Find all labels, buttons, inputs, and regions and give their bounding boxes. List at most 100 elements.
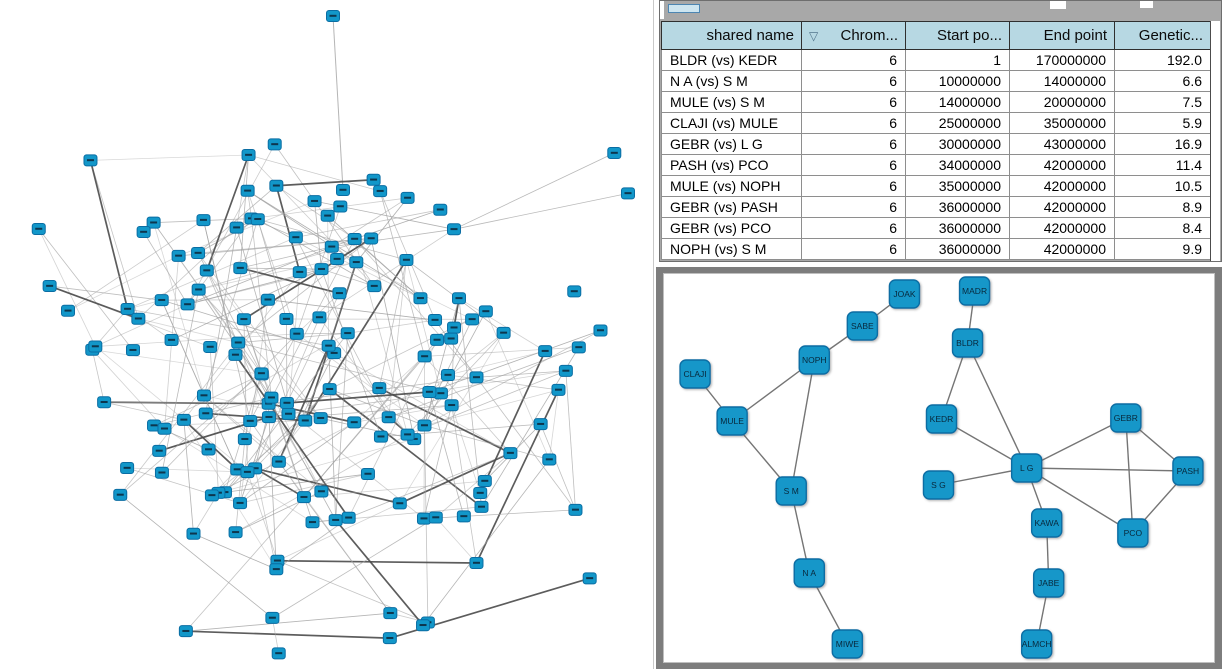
hairball-node[interactable] <box>324 240 339 253</box>
hairball-node[interactable] <box>473 487 488 500</box>
hairball-node[interactable] <box>279 313 294 326</box>
hairball-node[interactable] <box>241 149 256 162</box>
hairball-node[interactable] <box>196 214 211 227</box>
hairball-node[interactable] <box>607 147 622 160</box>
hairball-node[interactable] <box>199 264 214 277</box>
hairball-node[interactable] <box>191 283 206 296</box>
network-node-S M[interactable]: S M <box>775 476 807 506</box>
table-row[interactable]: PASH (vs) PCO 6 34000000 42000000 11.4 <box>661 154 1211 176</box>
hairball-node[interactable] <box>373 430 388 443</box>
hairball-node[interactable] <box>320 209 335 222</box>
network-node-S G[interactable]: S G <box>922 470 955 500</box>
hairball-node[interactable] <box>314 485 329 498</box>
network-edge-BLDR-L G[interactable] <box>966 342 1028 469</box>
network-edge-L G-GEBR[interactable] <box>1026 417 1127 469</box>
hairball-node[interactable] <box>203 340 218 353</box>
hairball-node[interactable] <box>288 231 303 244</box>
hairball-node[interactable] <box>281 407 296 420</box>
hairball-node[interactable] <box>243 415 258 428</box>
hairball-node[interactable] <box>269 179 284 192</box>
hairball-node[interactable] <box>264 391 279 404</box>
hairball-node[interactable] <box>340 327 355 340</box>
hairball-node[interactable] <box>373 185 388 198</box>
hairball-node[interactable] <box>250 213 265 226</box>
column-header-sharedname[interactable]: shared name <box>661 21 802 50</box>
hairball-node[interactable] <box>228 526 243 539</box>
hairball-node[interactable] <box>416 619 431 632</box>
table-row[interactable]: GEBR (vs) PCO 6 36000000 42000000 8.4 <box>661 217 1211 239</box>
hairball-node[interactable] <box>366 173 381 186</box>
hairball-node[interactable] <box>399 253 414 266</box>
hairball-node[interactable] <box>229 221 244 234</box>
hairball-node[interactable] <box>157 422 172 435</box>
hairball-node[interactable] <box>341 511 356 524</box>
hairball-node[interactable] <box>478 305 493 318</box>
hairball-node[interactable] <box>433 387 448 400</box>
large-network-canvas[interactable] <box>0 0 653 669</box>
hairball-node[interactable] <box>433 203 448 216</box>
column-header-chrom[interactable]: ▽ Chrom... <box>801 21 906 50</box>
network-node-MADR[interactable]: MADR <box>958 276 991 306</box>
hairball-node[interactable] <box>42 280 57 293</box>
hairball-node[interactable] <box>279 396 294 409</box>
hairball-node[interactable] <box>400 191 415 204</box>
hairball-node[interactable] <box>571 341 586 354</box>
hairball-node[interactable] <box>120 302 135 315</box>
network-node-SABE[interactable]: SABE <box>846 311 879 341</box>
network-node-L G[interactable]: L G <box>1010 453 1043 483</box>
hairball-node[interactable] <box>422 385 437 398</box>
hairball-node[interactable] <box>321 339 336 352</box>
hairball-node[interactable] <box>164 334 179 347</box>
table-row[interactable]: GEBR (vs) PASH 6 36000000 42000000 8.9 <box>661 196 1211 218</box>
hairball-node[interactable] <box>292 266 307 279</box>
hairball-node[interactable] <box>392 497 407 510</box>
hairball-node[interactable] <box>347 232 362 245</box>
hairball-node[interactable] <box>440 369 455 382</box>
hairball-node[interactable] <box>593 324 608 337</box>
hairball-node[interactable] <box>456 510 471 523</box>
hairball-node[interactable] <box>330 253 345 266</box>
hairball-node[interactable] <box>271 647 286 660</box>
hairball-node[interactable] <box>240 466 255 479</box>
hairball-node[interactable] <box>400 428 415 441</box>
network-node-ALMCH[interactable]: ALMCH <box>1020 629 1053 659</box>
hairball-node[interactable] <box>542 453 557 466</box>
table-row[interactable]: MULE (vs) NOPH 6 35000000 42000000 10.5 <box>661 175 1211 197</box>
network-edge-GEBR-PCO[interactable] <box>1125 417 1134 534</box>
hairball-node[interactable] <box>360 467 375 480</box>
hairball-node[interactable] <box>538 345 553 358</box>
hairball-node[interactable] <box>271 455 286 468</box>
hairball-node[interactable] <box>469 371 484 384</box>
hairball-node[interactable] <box>233 497 248 510</box>
hairball-node[interactable] <box>447 321 462 334</box>
hairball-node[interactable] <box>152 444 167 457</box>
hairball-node[interactable] <box>496 326 511 339</box>
column-header-endpoint[interactable]: End point <box>1009 21 1115 50</box>
hairball-node[interactable] <box>533 418 548 431</box>
hairball-node[interactable] <box>336 184 350 196</box>
hairball-node[interactable] <box>254 367 269 380</box>
table-tab-fragment[interactable] <box>668 4 700 13</box>
hairball-node[interactable] <box>171 249 186 262</box>
hairball-node[interactable] <box>444 399 459 412</box>
hairball-node[interactable] <box>198 407 213 420</box>
hairball-node[interactable] <box>372 382 387 395</box>
hairball-node[interactable] <box>558 364 573 377</box>
network-node-KAWA[interactable]: KAWA <box>1030 508 1063 538</box>
network-node-NOPH[interactable]: NOPH <box>798 345 831 375</box>
filter-icon[interactable]: ▽ <box>809 28 819 43</box>
hairball-node[interactable] <box>83 154 98 167</box>
hairball-node[interactable] <box>417 419 432 432</box>
hairball-node[interactable] <box>178 625 193 638</box>
column-header-startpo[interactable]: Start po... <box>905 21 1010 50</box>
hairball-node[interactable] <box>428 314 443 327</box>
hairball-node[interactable] <box>383 607 398 620</box>
network-node-MULE[interactable]: MULE <box>716 406 748 436</box>
hairball-node[interactable] <box>312 311 327 324</box>
hairball-node[interactable] <box>131 312 146 325</box>
hairball-node[interactable] <box>237 433 252 446</box>
table-row[interactable]: NOPH (vs) S M 6 36000000 42000000 9.9 <box>661 238 1211 260</box>
network-node-N A[interactable]: N A <box>793 558 825 588</box>
hairball-node[interactable] <box>428 511 443 524</box>
